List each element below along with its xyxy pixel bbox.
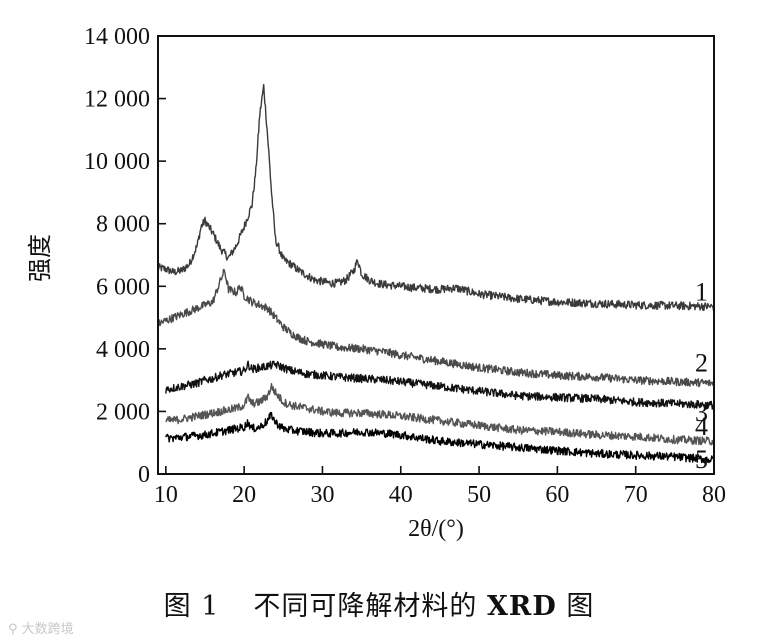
x-tick-label: 70: [624, 482, 648, 508]
y-tick-label: 14 000: [84, 24, 150, 50]
figure-title-bold: XRD: [486, 591, 557, 622]
y-tick-label: 10 000: [84, 149, 150, 175]
curve-label-2: 2: [695, 348, 708, 377]
y-tick-label: 0: [138, 462, 150, 488]
series-line-4: [165, 382, 715, 446]
watermark: ⚲ 大数跨境: [8, 618, 74, 637]
x-tick-label: 50: [467, 482, 491, 508]
plot-lines: [157, 83, 715, 464]
series-line-3: [165, 360, 715, 410]
x-tick-label: 80: [702, 482, 726, 508]
watermark-text: 大数跨境: [21, 622, 74, 637]
x-axis-title: 2θ/(°): [408, 516, 464, 542]
curve-label-3: 3: [695, 398, 708, 427]
axis-ticks: [158, 35, 715, 475]
figure-title-cn: 不同可降解材料的: [253, 591, 478, 622]
series-line-5: [165, 411, 715, 464]
x-tick-label: 40: [389, 482, 413, 508]
y-axis-title: 强度: [27, 234, 54, 282]
y-tick-label: 8 000: [96, 212, 150, 238]
axis-tick-labels: 10 20 30 40 50 60 70 80 0 2 000 4 000 6 000 8 000 10 …: [84, 24, 726, 508]
figure-caption: 图 1 不同可降解材料的 XRD 图: [0, 584, 758, 623]
xrd-chart: 10 20 30 40 50 60 70 80 0 2 000 4 000 6 000 8 000 10 …: [27, 24, 726, 542]
plot-frame: [157, 35, 715, 475]
figure-title-tail: 图: [566, 591, 595, 622]
x-tick-label: 60: [545, 482, 569, 508]
figure-label: 图 1: [163, 591, 220, 622]
y-tick-label: 4 000: [96, 337, 150, 363]
curve-labels: 1 2 34 5: [695, 278, 708, 474]
y-tick-label: 2 000: [96, 399, 150, 425]
x-tick-label: 20: [232, 482, 256, 508]
y-tick-label: 12 000: [84, 87, 150, 113]
series-line-2: [157, 268, 715, 388]
series-line-1: [157, 83, 715, 312]
curve-label-5: 5: [695, 445, 708, 474]
x-tick-label: 30: [310, 482, 334, 508]
x-tick-label: 10: [154, 482, 178, 508]
curve-label-4: 4: [695, 412, 708, 441]
watermark-logo-icon: ⚲: [8, 622, 18, 637]
y-tick-label: 6 000: [96, 274, 150, 300]
curve-label-1: 1: [695, 278, 708, 307]
